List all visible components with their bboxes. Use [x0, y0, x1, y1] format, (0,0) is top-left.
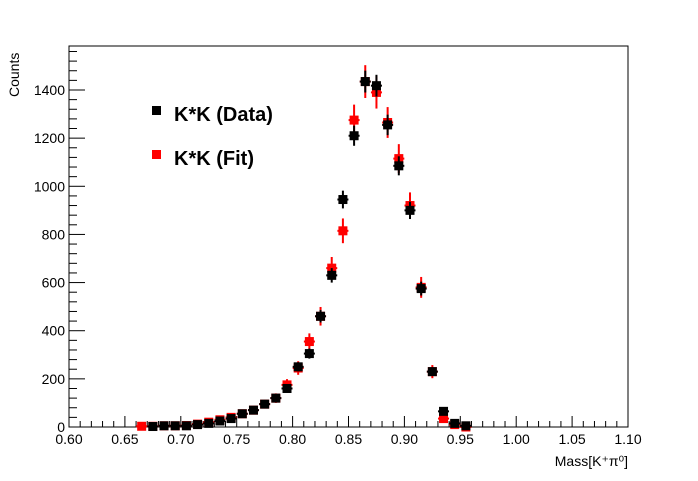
data-point [226, 414, 236, 424]
x-tick-label: 1.05 [558, 431, 585, 447]
data-point [215, 416, 225, 426]
x-tick-label: 0.80 [279, 431, 306, 447]
data-point [383, 120, 393, 130]
plot-frame [68, 45, 629, 428]
x-tick-label: 1.00 [503, 431, 530, 447]
legend-marker-fit [152, 150, 161, 159]
data-point [349, 115, 359, 125]
data-point [394, 161, 404, 171]
data-point [181, 421, 191, 431]
x-tick-label: 0.95 [447, 431, 474, 447]
data-point [304, 349, 314, 359]
legend-label-fit: K*K (Fit) [174, 148, 254, 170]
data-point [237, 409, 247, 419]
y-tick-label: 1200 [34, 130, 65, 146]
data-point [248, 405, 258, 415]
legend-label-data: K*K (Data) [174, 104, 273, 126]
data-point [148, 422, 158, 432]
y-tick-label: 1000 [34, 178, 65, 194]
data-point [193, 420, 203, 430]
data-point [360, 77, 370, 87]
y-axis-title: Counts [6, 53, 22, 97]
x-tick-label: 0.65 [111, 431, 138, 447]
data-point [260, 399, 270, 409]
data-point [439, 414, 449, 424]
data-point [316, 311, 326, 321]
y-tick-label: 400 [42, 323, 66, 339]
data-point [304, 337, 314, 347]
data-point [271, 393, 281, 403]
data-point [416, 284, 426, 294]
data-point [327, 270, 337, 280]
y-tick-label: 1400 [34, 82, 65, 98]
x-tick-label: 0.75 [223, 431, 250, 447]
x-tick-label: 0.60 [55, 431, 82, 447]
data-point [338, 195, 348, 205]
data-point [371, 81, 381, 91]
data-point [159, 421, 169, 431]
series-data [147, 70, 472, 432]
data-point [439, 406, 449, 416]
x-axis-title: Mass[K⁺π⁰] [555, 453, 628, 469]
data-point [450, 418, 460, 428]
x-tick-label: 1.10 [614, 431, 641, 447]
data-point [137, 421, 147, 431]
x-tick-label: 0.85 [335, 431, 362, 447]
y-tick-label: 200 [42, 371, 66, 387]
data-point [204, 418, 214, 428]
y-tick-label: 0 [57, 419, 65, 435]
data-point [349, 131, 359, 141]
legend-marker-data [152, 106, 161, 115]
y-tick-label: 800 [42, 226, 66, 242]
data-point [338, 226, 348, 236]
x-tick-label: 0.70 [167, 431, 194, 447]
legend: K*K (Data) K*K (Fit) [152, 104, 273, 170]
data-point [461, 421, 471, 431]
data-point [293, 362, 303, 372]
data-point [282, 383, 292, 393]
data-point [170, 421, 180, 431]
data-point [405, 205, 415, 215]
data-point [427, 367, 437, 377]
x-tick-label: 0.90 [391, 431, 418, 447]
y-tick-label: 600 [42, 275, 66, 291]
